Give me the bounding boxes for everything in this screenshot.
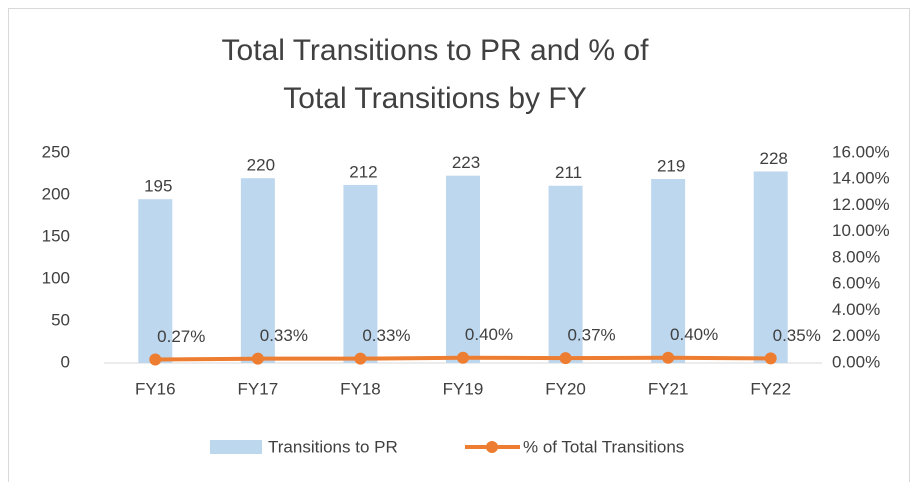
- bar-label: 223: [452, 153, 480, 172]
- line-marker: [149, 353, 162, 366]
- y-tick-label: 0: [61, 352, 70, 371]
- bar-label: 211: [555, 163, 582, 182]
- x-tick-label: FY19: [443, 379, 484, 398]
- y-tick-label: 200: [42, 184, 70, 203]
- y-tick-label: 100: [42, 268, 70, 287]
- bar: [753, 171, 788, 363]
- bar: [240, 178, 275, 363]
- x-tick-label: FY18: [340, 379, 381, 398]
- bar: [138, 199, 173, 363]
- title-line: Total Transitions by FY: [283, 82, 586, 115]
- chart-border: [8, 8, 910, 482]
- line-marker: [354, 352, 367, 365]
- bar: [651, 179, 686, 363]
- bar-label: 195: [144, 177, 172, 196]
- line-marker: [764, 352, 777, 365]
- y2-tick-label: 0.00%: [832, 352, 880, 371]
- legend-label: % of Total Transitions: [523, 437, 684, 456]
- x-tick-label: FY20: [545, 379, 586, 398]
- y2-tick-label: 14.00%: [832, 169, 890, 188]
- y2-tick-label: 12.00%: [832, 195, 890, 214]
- bar: [548, 185, 583, 363]
- legend-swatch: [486, 441, 498, 453]
- bar-label: 228: [760, 149, 788, 168]
- y-tick-label: 150: [42, 226, 70, 245]
- bar-label: 219: [657, 157, 685, 176]
- legend-label: Transitions to PR: [268, 437, 398, 456]
- line-label: 0.33%: [362, 326, 410, 345]
- x-tick-label: FY22: [750, 379, 791, 398]
- y2-tick-label: 2.00%: [832, 326, 880, 345]
- line-label: 0.35%: [773, 326, 821, 345]
- y2-tick-label: 4.00%: [832, 300, 880, 319]
- x-tick-label: FY21: [648, 379, 689, 398]
- bar-label: 212: [349, 162, 377, 181]
- line-marker: [251, 352, 264, 365]
- line-label: 0.27%: [157, 327, 205, 346]
- bar-label: 220: [247, 156, 275, 175]
- bar: [343, 184, 378, 363]
- legend-swatch: [210, 440, 262, 454]
- line-marker: [662, 351, 675, 364]
- line-label: 0.40%: [670, 325, 718, 344]
- x-tick-label: FY16: [135, 379, 176, 398]
- line-label: 0.37%: [567, 326, 615, 345]
- line-label: 0.33%: [260, 326, 308, 345]
- title-line: Total Transitions to PR and % of: [222, 34, 650, 67]
- y2-tick-label: 16.00%: [832, 142, 890, 161]
- line-marker: [457, 351, 469, 364]
- chart-title: Total Transitions to PR and % of Total Tr…: [222, 34, 650, 115]
- y-tick-label: 250: [42, 142, 70, 161]
- y2-tick-label: 8.00%: [832, 247, 880, 266]
- line-label: 0.40%: [465, 325, 513, 344]
- y-tick-label: 50: [51, 310, 70, 329]
- bar: [446, 175, 480, 363]
- x-tick-label: FY17: [238, 379, 279, 398]
- y2-tick-label: 10.00%: [832, 221, 890, 240]
- line-marker: [559, 352, 572, 365]
- y2-tick-label: 6.00%: [832, 274, 880, 293]
